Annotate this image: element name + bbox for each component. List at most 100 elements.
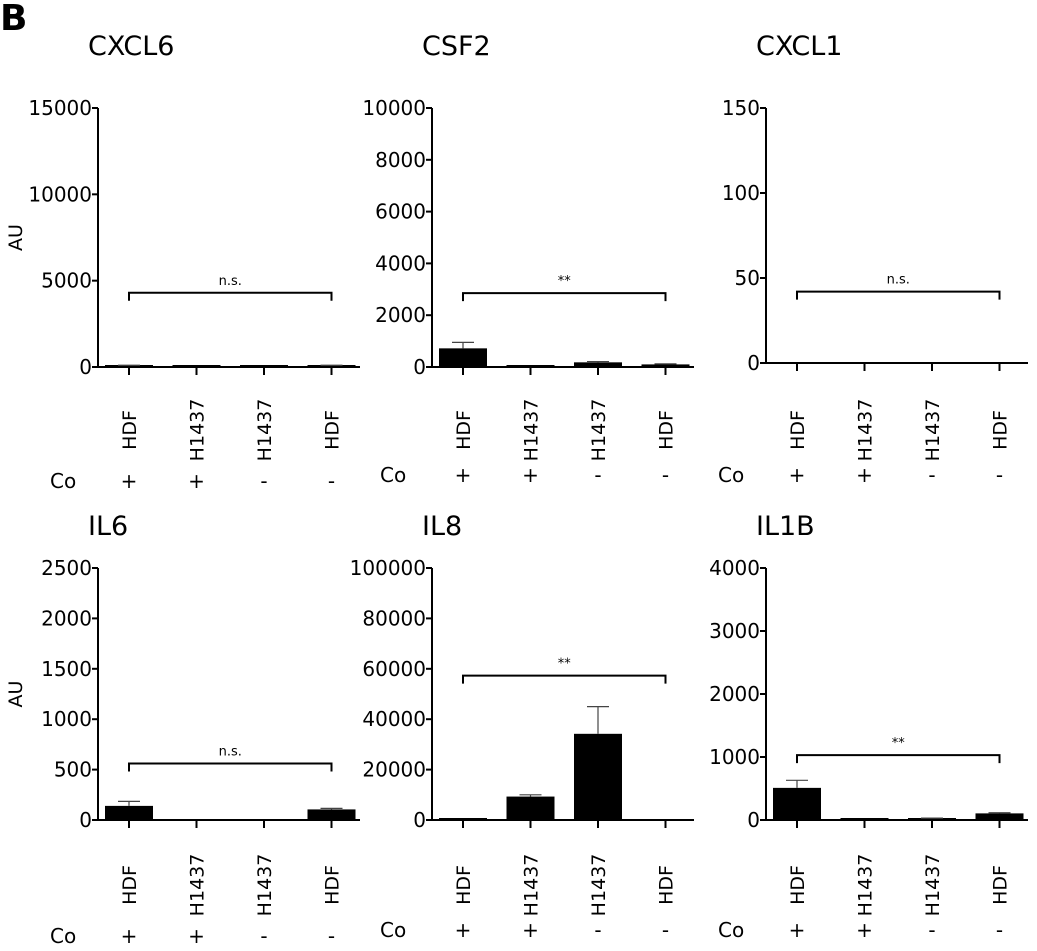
category-label: H1437 — [922, 854, 944, 917]
co-value: + — [188, 924, 205, 947]
y-axis-label: AU — [5, 224, 27, 251]
co-value: + — [188, 469, 205, 493]
co-value: + — [455, 918, 472, 942]
bar — [506, 796, 555, 820]
chart-title: CXCL6 — [88, 31, 174, 62]
y-tick-label: 50 — [735, 266, 760, 290]
co-value: - — [260, 924, 267, 947]
bar — [574, 733, 622, 820]
y-tick-label: 80000 — [362, 606, 426, 630]
category-label: HDF — [656, 865, 678, 905]
y-tick-label: 0 — [747, 808, 760, 832]
co-value: - — [662, 918, 669, 942]
bar — [574, 362, 622, 367]
chart-title: IL1B — [756, 511, 815, 542]
co-value: + — [522, 463, 539, 487]
significance-bracket — [796, 754, 1001, 764]
category-label: H1437 — [855, 399, 877, 462]
y-tick-label: 2000 — [41, 606, 92, 630]
panel-label: B — [0, 0, 27, 39]
co-value: - — [996, 463, 1003, 487]
significance-label: ** — [558, 274, 572, 289]
co-value: + — [856, 463, 873, 487]
y-tick-label: 3000 — [709, 619, 760, 643]
y-tick-label: 100000 — [350, 556, 426, 580]
y-tick-label: 2000 — [375, 303, 426, 327]
y-tick-label: 2500 — [41, 556, 92, 580]
y-tick-label: 100 — [722, 181, 760, 205]
category-label: H1437 — [855, 854, 877, 917]
co-value: + — [789, 918, 806, 942]
bar — [439, 348, 487, 367]
y-tick-label: 0 — [79, 355, 92, 379]
significance-label: n.s. — [219, 274, 242, 289]
bar — [307, 809, 356, 820]
y-tick-label: 5000 — [41, 269, 92, 293]
y-tick-label: 40000 — [362, 707, 426, 731]
y-axis-label: AU — [5, 681, 27, 708]
category-label: H1437 — [254, 399, 276, 462]
significance-label: ** — [558, 657, 572, 672]
co-value: + — [856, 918, 873, 942]
category-label: HDF — [322, 865, 344, 905]
y-tick-label: 4000 — [709, 556, 760, 580]
significance-bracket — [796, 290, 1001, 300]
category-label: H1437 — [254, 854, 276, 917]
y-tick-label: 150 — [722, 96, 760, 120]
y-tick-label: 1500 — [41, 657, 92, 681]
bar — [975, 813, 1024, 820]
co-value: - — [328, 469, 335, 493]
significance-bracket — [128, 762, 333, 772]
bar — [439, 818, 487, 820]
co-label: Co — [50, 469, 76, 493]
y-tick-label: 0 — [79, 808, 92, 832]
co-value: - — [260, 469, 267, 493]
co-value: - — [328, 924, 335, 947]
bar — [908, 818, 956, 820]
co-value: + — [121, 924, 138, 947]
co-label: Co — [50, 924, 76, 947]
bar — [240, 365, 288, 367]
bar — [105, 805, 153, 820]
co-label: Co — [718, 918, 744, 942]
category-label: H1437 — [187, 854, 209, 917]
category-label: H1437 — [521, 854, 543, 917]
category-label: H1437 — [588, 854, 610, 917]
y-tick-label: 1000 — [41, 707, 92, 731]
significance-label: n.s. — [219, 745, 242, 760]
co-label: Co — [380, 918, 406, 942]
chart-title: IL8 — [422, 511, 462, 542]
significance-label: n.s. — [887, 273, 910, 288]
co-label: Co — [380, 463, 406, 487]
y-tick-label: 1000 — [709, 745, 760, 769]
significance-bracket — [462, 674, 667, 684]
bar — [506, 365, 555, 367]
co-value: - — [928, 918, 935, 942]
bar — [172, 365, 221, 367]
category-label: HDF — [656, 410, 678, 450]
category-label: HDF — [453, 410, 475, 450]
significance-label: ** — [892, 736, 906, 751]
co-value: + — [121, 469, 138, 493]
co-value: - — [594, 918, 601, 942]
y-tick-label: 15000 — [28, 96, 92, 120]
y-tick-label: 2000 — [709, 682, 760, 706]
chart-title: IL6 — [88, 511, 128, 542]
y-tick-label: 10000 — [28, 182, 92, 206]
y-tick-label: 4000 — [375, 251, 426, 275]
category-label: HDF — [119, 865, 141, 905]
category-label: H1437 — [521, 399, 543, 462]
category-label: HDF — [322, 410, 344, 450]
category-label: HDF — [453, 865, 475, 905]
y-tick-label: 60000 — [362, 657, 426, 681]
co-value: + — [455, 463, 472, 487]
y-tick-label: 8000 — [375, 148, 426, 172]
co-value: + — [789, 463, 806, 487]
chart-title: CXCL1 — [756, 31, 842, 62]
y-tick-label: 0 — [747, 351, 760, 375]
y-tick-label: 6000 — [375, 200, 426, 224]
bar — [105, 365, 153, 367]
co-value: - — [928, 463, 935, 487]
co-label: Co — [718, 463, 744, 487]
